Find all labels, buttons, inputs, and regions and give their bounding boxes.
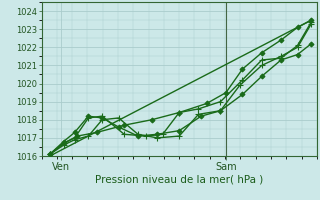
X-axis label: Pression niveau de la mer( hPa ): Pression niveau de la mer( hPa )	[95, 174, 263, 184]
